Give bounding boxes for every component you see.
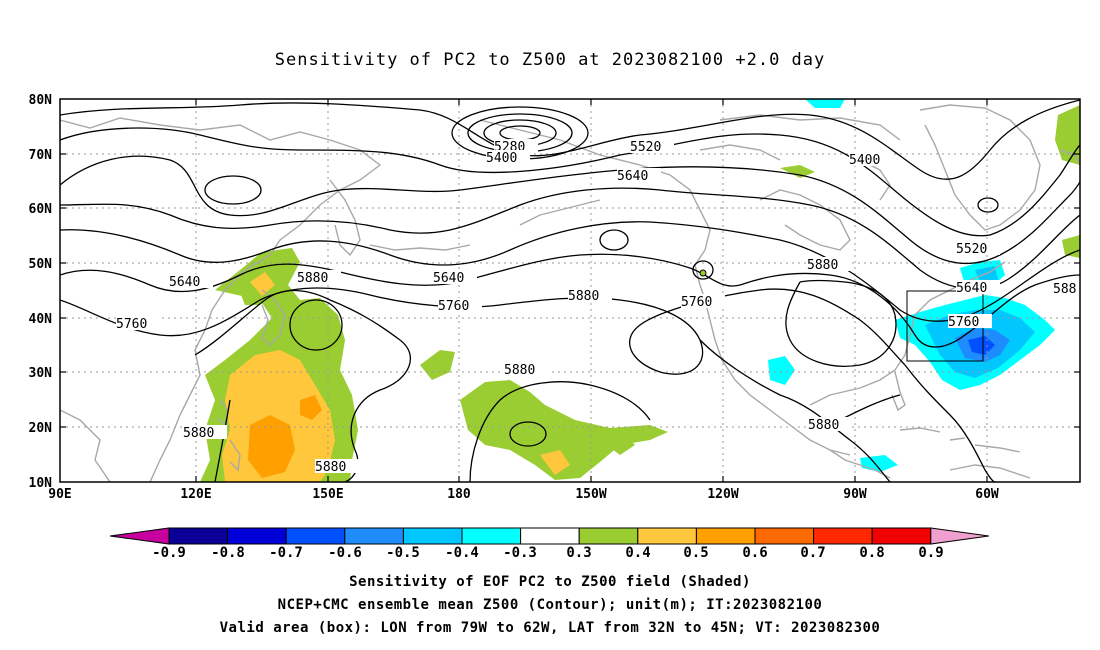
lat-label: 70N bbox=[29, 148, 53, 163]
colorbar-swatch bbox=[813, 527, 873, 545]
colorbar-swatch bbox=[695, 527, 756, 545]
lon-label: 150W bbox=[575, 487, 606, 502]
lat-label: 50N bbox=[29, 257, 53, 272]
contour-label: 5760 bbox=[681, 295, 712, 310]
contour-label: 5880 bbox=[568, 289, 599, 304]
colorbar-label: 0.5 bbox=[683, 545, 708, 561]
shade-green-canada bbox=[780, 165, 815, 178]
colorbar-label: 0.3 bbox=[566, 545, 591, 561]
colorbar-swatch bbox=[578, 527, 639, 545]
colorbar-swatch bbox=[754, 527, 815, 545]
colorbar-label: 0.7 bbox=[800, 545, 825, 561]
colorbar-label: -0.9 bbox=[152, 545, 186, 561]
shade-negative-arctic bbox=[805, 99, 845, 108]
shade-positive-centralpac bbox=[460, 380, 668, 480]
lon-label: 90W bbox=[843, 487, 867, 502]
contour-label: 5880 bbox=[808, 418, 839, 433]
colorbar-swatch bbox=[227, 527, 287, 545]
lon-label: 120W bbox=[707, 487, 738, 502]
contour-label: 5760 bbox=[438, 299, 469, 314]
contour-label: 5400 bbox=[849, 153, 880, 168]
colorbar-swatch bbox=[344, 527, 404, 545]
contour-label: 5640 bbox=[433, 271, 464, 286]
shade-yellow-centralpac bbox=[540, 450, 570, 475]
colorbar-swatch bbox=[637, 527, 697, 545]
contour-label: 5760 bbox=[948, 315, 979, 330]
colorbar-swatch bbox=[871, 527, 932, 545]
lon-label: 60W bbox=[975, 487, 999, 502]
lon-label: 120E bbox=[180, 487, 211, 502]
colorbar-label: -0.5 bbox=[386, 545, 420, 561]
shade-negative-caribbean bbox=[860, 455, 898, 472]
lat-label: 40N bbox=[29, 312, 53, 327]
colorbar-right-tip bbox=[930, 527, 989, 545]
lon-labels: 90E 120E 150E 180 150W 120W 90W 60W bbox=[48, 487, 999, 502]
contour-labels: 5280 5400 5520 5400 5640 5520 5640 5880 … bbox=[116, 139, 1080, 475]
shade-green-subtrop bbox=[600, 430, 635, 455]
caption-line-1: Sensitivity of EOF PC2 to Z500 field (Sh… bbox=[349, 574, 751, 590]
shade-yellow-japan bbox=[250, 272, 275, 296]
contour-label: 5880 bbox=[504, 363, 535, 378]
caption-line-2: NCEP+CMC ensemble mean Z500 (Contour); u… bbox=[277, 597, 823, 613]
shade-green-korea bbox=[290, 300, 338, 345]
shade-negative-core bbox=[968, 336, 995, 355]
contour-label: 5400 bbox=[486, 151, 517, 166]
colorbar-swatch bbox=[461, 527, 522, 545]
lat-label: 80N bbox=[29, 93, 53, 108]
colorbar-label: 0.8 bbox=[859, 545, 884, 561]
coastlines bbox=[60, 104, 1080, 482]
contour-label: 5760 bbox=[116, 317, 147, 332]
shade-green-atlantic bbox=[1062, 235, 1080, 258]
contour-label: 5880 bbox=[315, 460, 346, 475]
colorbar-label: -0.7 bbox=[269, 545, 303, 561]
shade-negative-mexico bbox=[768, 356, 795, 385]
contour-label: 5640 bbox=[956, 281, 987, 296]
lat-label: 10N bbox=[29, 476, 53, 491]
lat-label: 60N bbox=[29, 202, 53, 217]
map-title: Sensitivity of PC2 to Z500 at 2023082100… bbox=[274, 50, 826, 70]
colorbar-label: 0.4 bbox=[625, 545, 650, 561]
colorbar bbox=[109, 527, 989, 545]
shade-orange-westpac bbox=[248, 415, 295, 478]
colorbar-label: 0.9 bbox=[918, 545, 943, 561]
lat-labels: 80N 70N 60N 50N 40N 30N 20N 10N bbox=[29, 93, 53, 491]
lon-label: 180 bbox=[447, 487, 471, 502]
colorbar-label: -0.4 bbox=[445, 545, 479, 561]
axis-ticks bbox=[60, 99, 1080, 482]
colorbar-swatch bbox=[402, 527, 463, 545]
caption-line-3: Valid area (box): LON from 79W to 62W, L… bbox=[219, 620, 881, 636]
map-frame bbox=[59, 98, 1081, 483]
contour-label: 5640 bbox=[617, 169, 648, 184]
colorbar-left-tip bbox=[109, 527, 170, 545]
contour-label: 5640 bbox=[169, 275, 200, 290]
colorbar-swatch bbox=[520, 527, 580, 545]
lat-label: 30N bbox=[29, 366, 53, 381]
lon-label: 90E bbox=[48, 487, 71, 502]
contour-label: 5880 bbox=[297, 271, 328, 286]
contour-label: 5520 bbox=[956, 242, 987, 257]
z500-contours bbox=[60, 99, 1080, 482]
colorbar-swatch bbox=[168, 527, 229, 545]
lon-label: 150E bbox=[312, 487, 343, 502]
shade-green-hawaii bbox=[420, 350, 455, 380]
lat-label: 20N bbox=[29, 421, 53, 436]
colorbar-swatch bbox=[285, 527, 346, 545]
colorbar-labels: -0.9 -0.8 -0.7 -0.6 -0.5 -0.4 -0.3 0.3 0… bbox=[152, 545, 944, 561]
marker-dot bbox=[699, 269, 707, 277]
contour-label: 5880 bbox=[183, 426, 214, 441]
colorbar-label: 0.6 bbox=[742, 545, 767, 561]
shaded-sensitivity bbox=[200, 99, 1080, 482]
shade-orange-small bbox=[300, 395, 322, 420]
colorbar-label: -0.6 bbox=[328, 545, 362, 561]
colorbar-label: -0.8 bbox=[211, 545, 245, 561]
colorbar-label: -0.3 bbox=[503, 545, 537, 561]
contour-label: 5520 bbox=[630, 140, 661, 155]
contour-label: 5880 bbox=[807, 258, 838, 273]
contour-label: 588 bbox=[1053, 282, 1076, 297]
